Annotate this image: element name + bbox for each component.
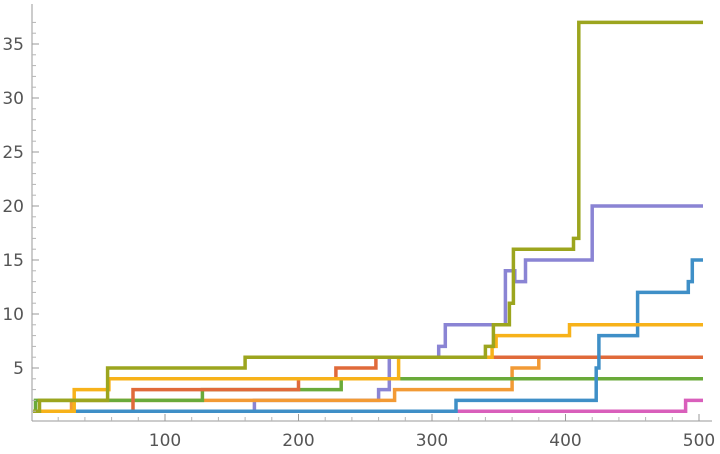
x-tick-label: 300	[416, 431, 448, 451]
y-tick-label: 10	[2, 305, 24, 325]
series-line-2	[33, 204, 703, 413]
y-tick-label: 35	[2, 35, 24, 55]
y-tick-label: 30	[2, 89, 24, 109]
series-layer	[33, 20, 703, 413]
series-line-6	[33, 258, 703, 413]
x-tick-label: 100	[149, 431, 181, 451]
series-line-4	[33, 377, 703, 413]
y-tick-label: 15	[2, 251, 24, 271]
axes-layer: 100 200 300 400 500 5 10 15 20 25 30 35	[2, 4, 715, 451]
x-tick-label: 500	[683, 431, 715, 451]
y-tick-label: 25	[2, 143, 24, 163]
x-tick-label: 400	[549, 431, 581, 451]
series-line-3	[33, 355, 703, 413]
y-tick-label: 5	[13, 359, 24, 379]
x-tick-label: 200	[282, 431, 314, 451]
series-line-8	[33, 20, 703, 413]
series-line-5	[33, 355, 703, 413]
y-tick-label: 20	[2, 197, 24, 217]
